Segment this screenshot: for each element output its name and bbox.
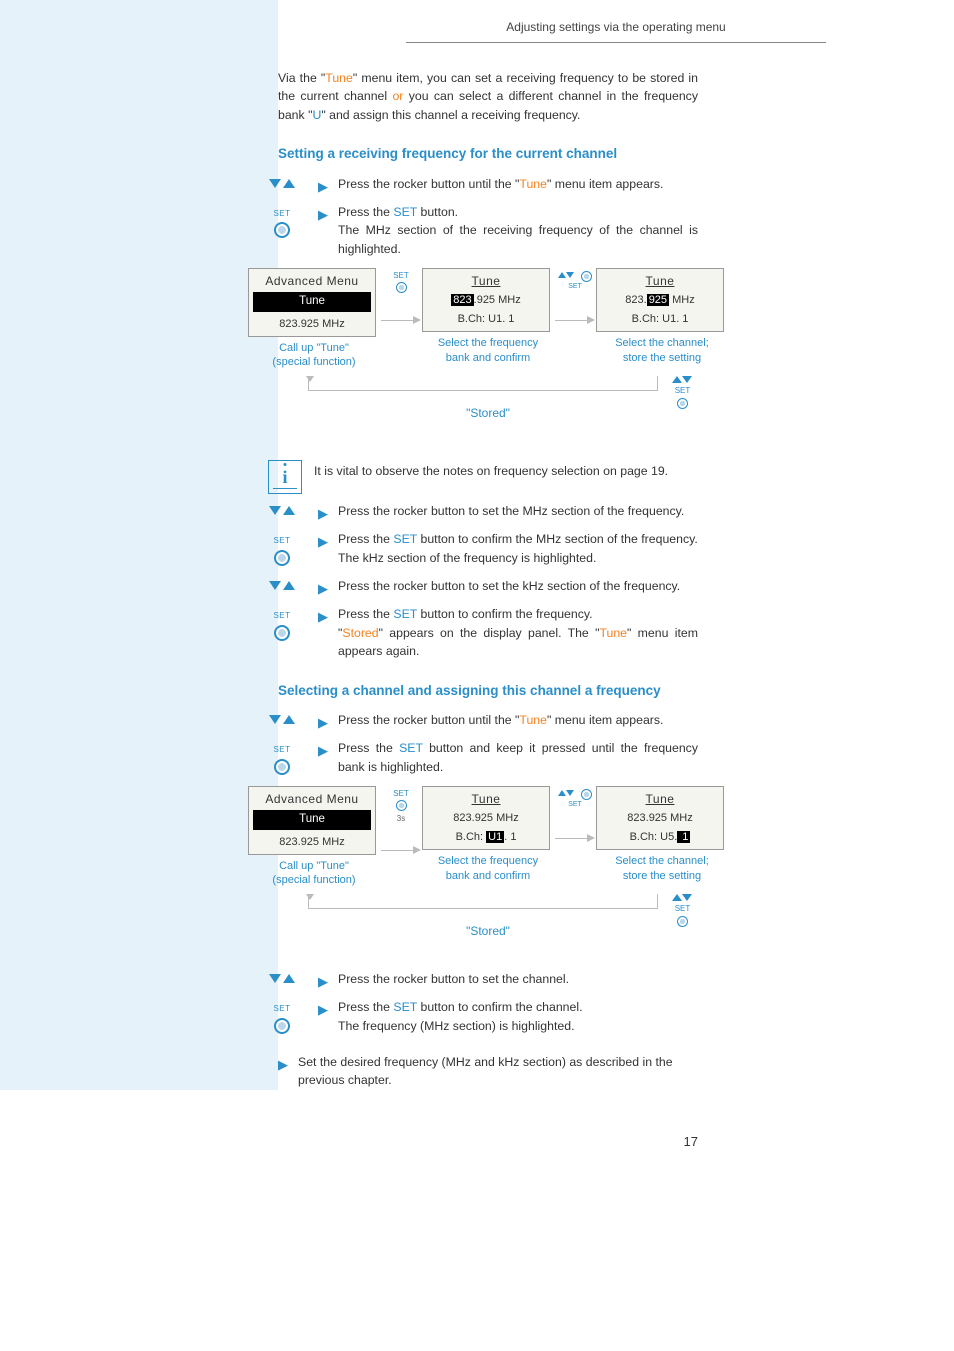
- set-button-icon: SET: [273, 605, 290, 640]
- s2-step1: ▶ Press the rocker button until the "Tun…: [318, 711, 698, 729]
- lcd-adv-menu: Advanced Menu Tune 823.925 MHz: [248, 268, 376, 337]
- step-arrow-icon: ▶: [318, 607, 328, 627]
- set-mini-icon: [581, 271, 592, 282]
- lcd-tune-bank: Tune 823.925 MHz B.Ch: U1. 1: [422, 786, 550, 850]
- info-note: i It is vital to observe the notes on fr…: [268, 460, 698, 494]
- step-arrow-icon: ▶: [318, 579, 328, 599]
- set-mini-icon: [581, 789, 592, 800]
- s2-step2: SET ▶ Press the SET button and keep it p…: [318, 739, 698, 776]
- step-arrow-icon: ▶: [318, 1000, 328, 1020]
- end-controls-icon: SET: [672, 376, 693, 409]
- step-arrow-icon: ▶: [318, 205, 328, 225]
- rocker-icon: [269, 715, 295, 724]
- flow-arrow-icon: [381, 315, 421, 325]
- s2-step3: ▶ Press the rocker button to set the cha…: [318, 970, 698, 988]
- s1-step3: ▶ Press the rocker button to set the MHz…: [318, 502, 698, 520]
- s1-step2: SET ▶ Press the SET button. The MHz sect…: [318, 203, 698, 258]
- lcd-tune-khz: Tune 823.925 MHz B.Ch: U1. 1: [596, 268, 724, 332]
- set-button-icon: SET: [273, 203, 290, 238]
- step-arrow-icon: ▶: [318, 504, 328, 524]
- step-arrow-icon: ▶: [318, 713, 328, 733]
- section2-heading: Selecting a channel and assigning this c…: [278, 681, 698, 701]
- stored-label: "Stored": [248, 404, 728, 422]
- step-arrow-icon: ▶: [318, 972, 328, 992]
- left-band: [0, 0, 278, 1090]
- lcd-adv-menu-2: Advanced Menu Tune 823.925 MHz: [248, 786, 376, 855]
- section1-heading: Setting a receiving frequency for the cu…: [278, 144, 698, 164]
- set-button-icon: SET: [273, 530, 290, 565]
- step-arrow-icon: ▶: [318, 532, 328, 552]
- hold-duration: 3s: [397, 813, 405, 825]
- s1-step1: ▶ Press the rocker button until the "Tun…: [318, 175, 698, 193]
- set-mini-icon: [396, 282, 407, 293]
- rocker-icon: [269, 506, 295, 515]
- info-icon: i: [268, 460, 302, 494]
- rocker-icon: [269, 974, 295, 983]
- rocker-icon: [269, 179, 295, 188]
- stored-label-2: "Stored": [248, 922, 728, 940]
- s1-step6: SET ▶ Press the SET button to confirm th…: [318, 605, 698, 660]
- set-hold-icon: [396, 800, 407, 811]
- diagram-2: Advanced Menu Tune 823.925 MHz Call up "…: [248, 786, 728, 963]
- flow-arrow-icon: [381, 845, 421, 855]
- end-controls-icon: SET: [672, 894, 693, 927]
- step-arrow-icon: ▶: [318, 741, 328, 761]
- s2-step5: ▶ Set the desired frequency (MHz and kHz…: [278, 1053, 698, 1090]
- set-button-icon: SET: [273, 998, 290, 1033]
- step-arrow-icon: ▶: [278, 1055, 288, 1075]
- rocker-icon: [269, 581, 295, 590]
- diagram-1: Advanced Menu Tune 823.925 MHz Call up "…: [248, 268, 728, 445]
- u-term: U: [312, 108, 321, 122]
- s1-step4: SET ▶ Press the SET button to confirm th…: [318, 530, 698, 567]
- or-term: or: [392, 89, 403, 103]
- intro-paragraph: Via the "Tune" menu item, you can set a …: [278, 69, 698, 124]
- flow-arrow-icon: [555, 315, 595, 325]
- step-arrow-icon: ▶: [318, 177, 328, 197]
- lcd-tune-mhz: Tune 823.925 MHz B.Ch: U1. 1: [422, 268, 550, 332]
- header-title: Adjusting settings via the operating men…: [278, 20, 954, 34]
- page-header: Adjusting settings via the operating men…: [0, 0, 954, 61]
- s2-step4: SET ▶ Press the SET button to confirm th…: [318, 998, 698, 1035]
- s1-step5: ▶ Press the rocker button to set the kHz…: [318, 577, 698, 595]
- set-button-icon: SET: [273, 739, 290, 774]
- tune-term: Tune: [325, 71, 353, 85]
- page-number: 17: [278, 1132, 698, 1152]
- flow-arrow-icon: [555, 833, 595, 843]
- lcd-tune-channel: Tune 823.925 MHz B.Ch: U5. 1: [596, 786, 724, 850]
